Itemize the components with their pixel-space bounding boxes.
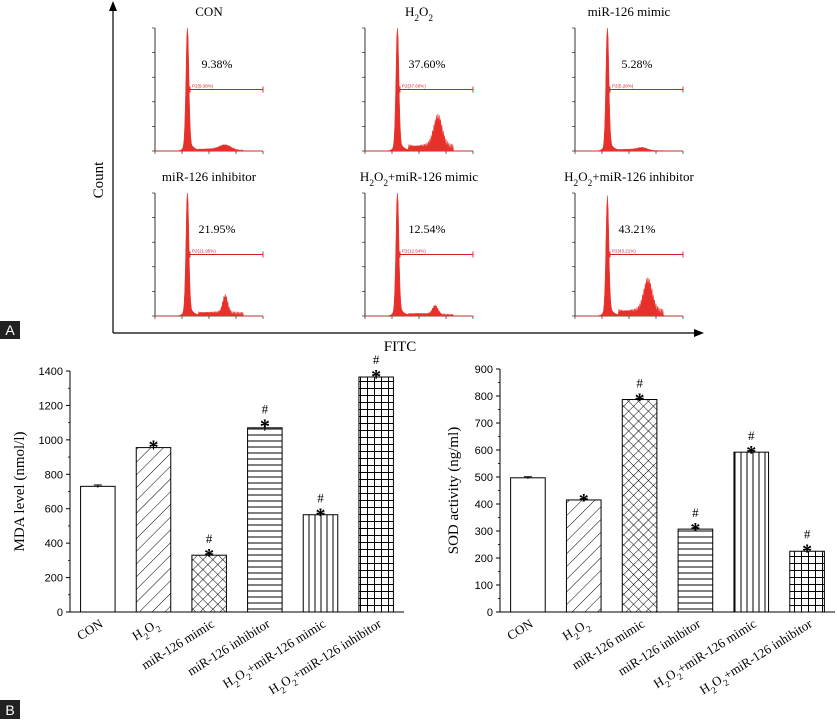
- category-label: CON: [504, 616, 536, 644]
- histogram-title: CON: [195, 4, 223, 19]
- panel-letter-b-box: [0, 700, 20, 719]
- panel-a-y-arrow: [109, 1, 117, 11]
- histogram-percent: 43.21%: [619, 222, 656, 236]
- y-tick-label: 1000: [39, 435, 63, 447]
- histogram-percent: 37.60%: [409, 57, 446, 71]
- y-tick-label: 200: [45, 573, 63, 585]
- histogram-title: H2O2+miR-126 inhibitor: [564, 169, 694, 189]
- mda-bar-chart: 0 200 400 600 800 1000 1200 1400 MDA level (nmol…: [12, 352, 404, 697]
- gate-label: P2(43.21%): [612, 249, 636, 254]
- y-tick-label: 700: [475, 418, 493, 430]
- histogram-panel: CON P2(9.38%) 9.38%: [152, 4, 264, 154]
- histogram-distribution: [155, 192, 263, 317]
- bar: [135, 447, 172, 613]
- histogram-panel: miR-126 inhibitor P2(21.95%) 21.95%: [152, 169, 264, 319]
- bar: [565, 499, 602, 613]
- bar: [302, 514, 339, 613]
- y-tick-label: 0: [487, 607, 493, 619]
- y-tick-label: 600: [45, 504, 63, 516]
- y-tick-label: 1200: [39, 400, 63, 412]
- bar: [510, 477, 546, 613]
- y-tick-label: 900: [475, 364, 493, 376]
- significance-hash: #: [373, 352, 380, 367]
- y-tick-label: 800: [475, 391, 493, 403]
- y-tick-label: 400: [45, 538, 63, 550]
- y-tick-label: 400: [475, 499, 493, 511]
- y-axis-label: MDA level (nmol/l): [12, 432, 28, 552]
- gate-label: P2(12.54%): [402, 249, 426, 254]
- bar: [789, 550, 825, 613]
- histogram-title: H2O2+miR-126 mimic: [360, 169, 478, 189]
- sod-bar-chart: 0 100 200 300 400 500 600 700 800 900 SOD activity…: [446, 364, 835, 697]
- significance-star: *: [746, 442, 756, 464]
- category-label: H2O2: [560, 616, 595, 648]
- bar: [247, 427, 283, 613]
- significance-star: *: [802, 541, 812, 563]
- panel-a-ylabel: Count: [91, 161, 107, 199]
- histogram-panel: miR-126 mimic P2(5.28%) 5.28%: [572, 4, 684, 154]
- significance-star: *: [635, 389, 645, 411]
- bar: [358, 376, 394, 613]
- y-tick-label: 600: [475, 445, 493, 457]
- significance-hash: #: [692, 505, 699, 520]
- histogram-percent: 9.38%: [202, 57, 233, 71]
- y-axis-label: SOD activity (ng/ml): [446, 427, 462, 555]
- histogram-percent: 5.28%: [622, 57, 653, 71]
- panel-letter-a-box: [0, 321, 20, 339]
- significance-star: *: [316, 504, 326, 526]
- significance-star: *: [260, 416, 270, 438]
- gate-label: P2(9.38%): [192, 84, 214, 89]
- bar: [80, 485, 116, 613]
- significance-star: *: [149, 437, 159, 459]
- histogram-percent: 12.54%: [409, 222, 446, 236]
- significance-hash: #: [748, 428, 755, 443]
- histogram-panel: H2O2+miR-126 inhibitor P2(43.21%) 43.21%: [564, 169, 695, 319]
- gate-label: P2(5.28%): [612, 84, 634, 89]
- y-tick-label: 500: [475, 472, 493, 484]
- panel-a-flow-histograms: Count FITC CON P2(9.38%) 9.38% H2O2 P2(37.60…: [91, 1, 704, 355]
- panel-a-x-arrow: [694, 329, 704, 337]
- histogram-panel: H2O2 P2(37.60%) 37.60%: [362, 4, 474, 154]
- histogram-panel: H2O2+miR-126 mimic P2(12.54%) 12.54%: [360, 169, 478, 319]
- y-tick-label: 100: [475, 580, 493, 592]
- bar: [677, 528, 714, 613]
- significance-hash: #: [317, 490, 324, 505]
- histogram-title: miR-126 mimic: [588, 4, 671, 19]
- significance-star: *: [690, 519, 700, 541]
- y-tick-label: 0: [57, 607, 63, 619]
- panel-a-xlabel: FITC: [384, 339, 417, 355]
- bar: [621, 399, 658, 613]
- significance-hash: #: [262, 402, 269, 417]
- panel-letter-a: A: [5, 322, 15, 338]
- category-label: H2O2: [129, 616, 164, 648]
- histogram-distribution: [365, 192, 473, 317]
- significance-star: *: [204, 545, 214, 567]
- histogram-title: miR-126 inhibitor: [162, 169, 257, 184]
- y-tick-label: 1400: [39, 366, 63, 378]
- histogram-title: H2O2: [405, 4, 433, 24]
- gate-label: P2(21.95%): [192, 249, 216, 254]
- category-label: CON: [74, 616, 106, 644]
- gate-label: P2(37.60%): [402, 84, 426, 89]
- y-tick-label: 200: [475, 553, 493, 565]
- bar: [733, 451, 770, 613]
- y-tick-label: 300: [475, 526, 493, 538]
- panel-letter-b: B: [5, 702, 14, 718]
- significance-hash: #: [206, 531, 213, 546]
- histogram-distribution: [365, 27, 473, 152]
- significance-star: *: [371, 366, 381, 388]
- significance-hash: #: [636, 375, 643, 390]
- y-tick-label: 800: [45, 469, 63, 481]
- significance-hash: #: [804, 527, 811, 542]
- histogram-distribution: [155, 27, 263, 152]
- significance-star: *: [579, 490, 589, 512]
- histogram-percent: 21.95%: [199, 222, 236, 236]
- histogram-distribution: [575, 27, 683, 152]
- histogram-distribution: [575, 195, 683, 317]
